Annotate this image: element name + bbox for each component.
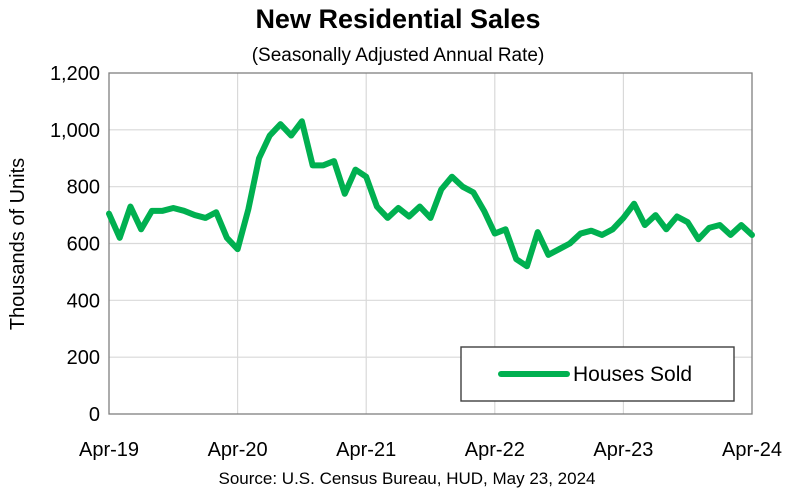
x-tick-label: Apr-21 <box>336 439 396 461</box>
source-note: Source: U.S. Census Bureau, HUD, May 23,… <box>218 469 595 488</box>
chart-title: New Residential Sales <box>255 4 540 34</box>
series-group <box>106 118 755 270</box>
chart-subtitle: (Seasonally Adjusted Annual Rate) <box>252 45 545 66</box>
y-tick-label: 1,000 <box>50 120 100 142</box>
x-tick-label: Apr-20 <box>208 439 268 461</box>
plot-area <box>108 72 753 415</box>
y-tick-label: 600 <box>67 234 100 256</box>
x-tick-label: Apr-24 <box>722 439 782 461</box>
series-line-houses-sold <box>106 118 755 270</box>
y-axis-title: Thousands of Units <box>7 158 29 330</box>
x-tick-label: Apr-22 <box>465 439 525 461</box>
y-axis-ticks: 0 200 400 600 800 1,000 1,200 <box>50 63 100 426</box>
y-tick-label: 200 <box>67 347 100 369</box>
legend: Houses Sold <box>460 346 735 402</box>
y-tick-label: 800 <box>67 177 100 199</box>
y-tick-label: 400 <box>67 290 100 312</box>
x-tick-label: Apr-19 <box>79 439 139 461</box>
y-tick-label: 0 <box>89 404 100 426</box>
y-tick-label: 1,200 <box>50 63 100 85</box>
x-tick-label: Apr-23 <box>593 439 653 461</box>
legend-label-houses-sold: Houses Sold <box>573 363 692 386</box>
x-axis-ticks: Apr-19 Apr-20 Apr-21 Apr-22 Apr-23 Apr-24 <box>79 439 782 461</box>
